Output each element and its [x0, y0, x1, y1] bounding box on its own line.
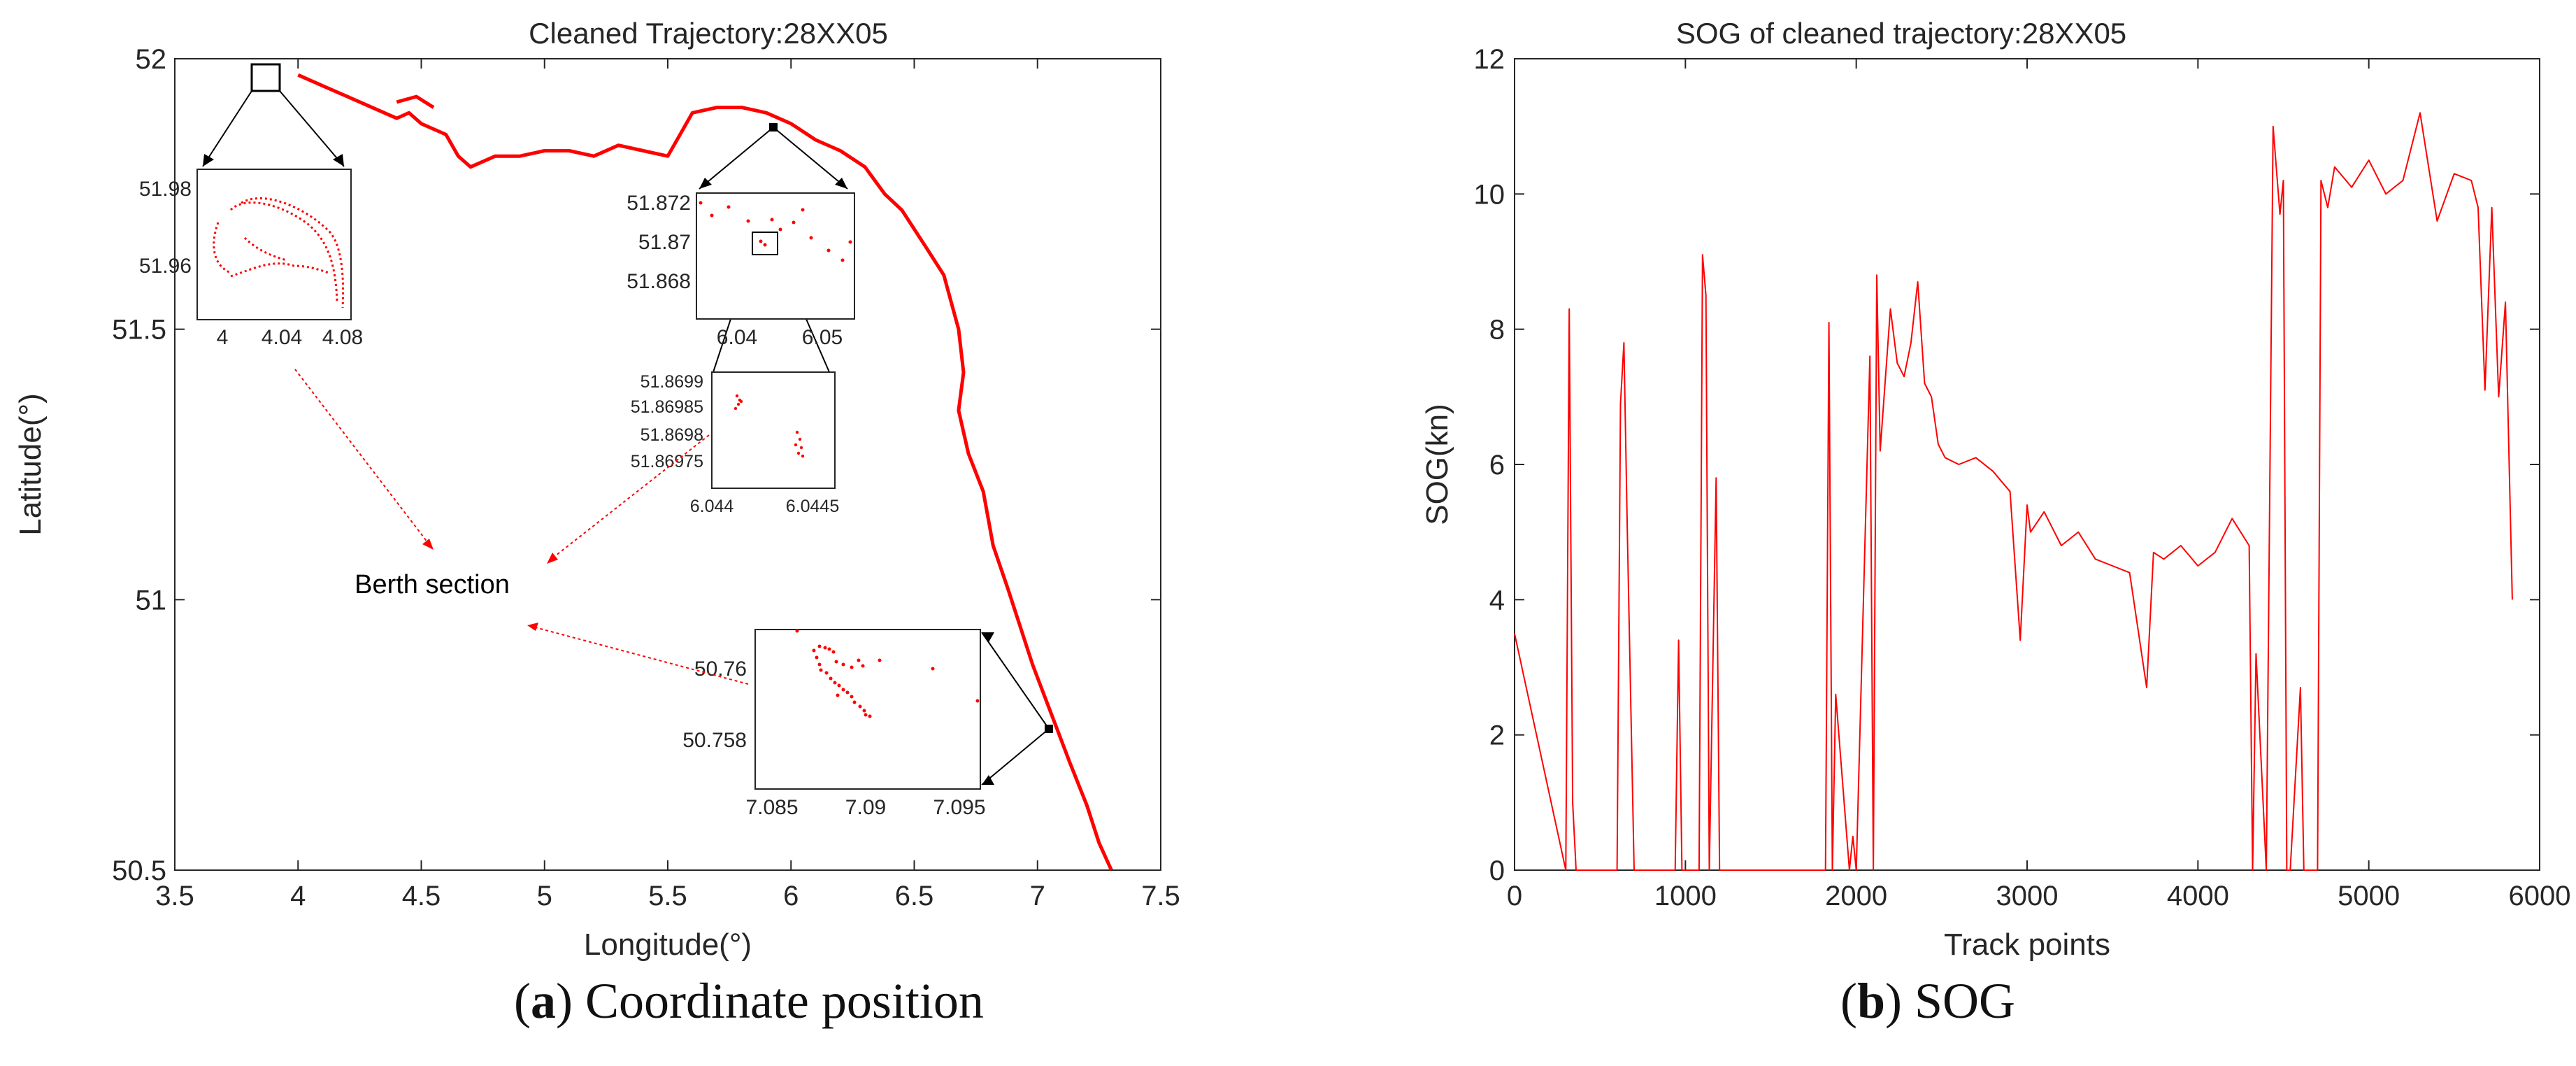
sog-xtick-label: 3000	[1996, 881, 2059, 911]
trajectory-xlabel: Longitude(°)	[584, 928, 752, 962]
inset-berth-zoom-points	[734, 394, 805, 458]
trajectory-xtick-label: 3.5	[155, 881, 194, 911]
inset-nijmegen-ytick: 51.868	[627, 270, 691, 293]
caption-a: (a) Coordinate position	[514, 973, 984, 1029]
trajectory-series-start-segment	[396, 94, 435, 109]
trajectory-xtick-label: 6	[783, 881, 799, 911]
inset-rhine-ytick: 50.758	[682, 729, 747, 752]
inset-rotterdam-xtick: 4.08	[322, 326, 363, 349]
inset-rhine-frame	[754, 629, 981, 790]
sog-plot-frame	[1514, 58, 2540, 871]
sog-chart-title: SOG of cleaned trajectory:28XX05	[1676, 17, 2126, 50]
sog-ytick-label: 2	[1489, 720, 1505, 751]
caption-b-letter: b	[1856, 973, 1886, 1029]
connector-arrowheads	[203, 154, 994, 785]
zoom-box-start	[250, 63, 281, 92]
inset-nijmegen-zoom-box	[752, 232, 778, 255]
inset-rhine-xtick: 7.09	[845, 796, 886, 819]
sog-ytick-label: 4	[1489, 585, 1505, 616]
berth-section-arrows	[294, 369, 749, 685]
inset-nijmegen-ytick: 51.872	[627, 192, 691, 215]
sog-panel: SOG of cleaned trajectory:28XX05 0 1000 20…	[1420, 17, 2570, 962]
trajectory-series-trajectory	[297, 73, 1113, 872]
trajectory-xtick-label: 4.5	[402, 881, 441, 911]
trajectory-ylabel: Latitude(°)	[13, 393, 48, 535]
sog-ylabel: SOG(kn)	[1420, 404, 1454, 525]
trajectory-xtick-label: 6.5	[895, 881, 934, 911]
inset-rotterdam-frame	[196, 169, 352, 320]
inset-berth-zoom-xtick: 6.044	[690, 497, 734, 516]
inset-berth-zoom-frame	[711, 371, 836, 489]
caption-b-text: SOG	[1902, 973, 2016, 1029]
sog-ytick-label: 8	[1489, 315, 1505, 346]
inset-nijmegen: 51.872 51.87 51.868 6.04 6.05	[627, 192, 855, 349]
berth-section-arrowheads	[422, 539, 558, 631]
inset-rotterdam-xtick: 4	[217, 326, 229, 349]
inset-nijmegen-frame	[696, 192, 855, 320]
inset-berth-zoom-ytick: 51.86975	[631, 452, 703, 471]
figure-canvas: Cleaned Trajectory:28XX05 3.5 4 4.5 5 5.5 6 6.…	[13, 17, 2570, 962]
sog-xtick-label: 5000	[2338, 881, 2400, 911]
trajectory-ytick-label: 51.5	[112, 315, 166, 346]
inset-rhine-xtick: 7.085	[745, 796, 798, 819]
inset-rhine: 50.76 50.758 7.085 7.09 7.095	[682, 629, 986, 819]
trajectory-xtick-label: 5	[537, 881, 552, 911]
trajectory-ytick-label: 51	[136, 585, 167, 616]
trajectory-ytick-label: 52	[136, 44, 167, 75]
inset-rotterdam-xtick: 4.04	[262, 326, 302, 349]
inset-nijmegen-xtick: 6.04	[717, 326, 757, 349]
inset-berth-zoom: 51.8699 51.86985 51.8698 51.86975 6.044 …	[631, 371, 839, 516]
sog-xtick-label: 1000	[1654, 881, 1717, 911]
berth-section-label: Berth section	[355, 570, 510, 599]
trajectory-xtick-label: 7	[1030, 881, 1045, 911]
caption-a-text: Coordinate position	[572, 973, 984, 1029]
sog-xtick-label: 6000	[2509, 881, 2571, 911]
sog-xlabel: Track points	[1944, 928, 2110, 962]
inset-rhine-xtick: 7.095	[933, 796, 985, 819]
sog-xtick-label: 0	[1507, 881, 1522, 911]
inset-rotterdam-ytick: 51.98	[139, 178, 192, 201]
sog-ytick-label: 10	[1474, 179, 1505, 210]
inset-berth-zoom-ytick: 51.8699	[641, 372, 703, 392]
inset-berth-zoom-xtick: 6.0445	[786, 497, 839, 516]
inset-rotterdam: 51.98 51.96 4 4.04 4.08	[139, 169, 363, 349]
sog-ytick-label: 6	[1489, 450, 1505, 481]
trajectory-chart-title: Cleaned Trajectory:28XX05	[529, 17, 888, 50]
sog-ytick-label: 0	[1489, 855, 1505, 886]
trajectory-ytick-label: 50.5	[112, 855, 166, 886]
trajectory-panel: Cleaned Trajectory:28XX05 3.5 4 4.5 5 5.5 6 6.…	[13, 17, 1180, 962]
trajectory-xtick-label: 5.5	[648, 881, 687, 911]
inset-rotterdam-ytick: 51.96	[139, 255, 192, 278]
caption-b: (b) SOG	[1840, 973, 2016, 1029]
inset-rhine-points	[795, 629, 980, 718]
inset-nijmegen-xtick: 6.05	[802, 326, 843, 349]
trajectory-xtick-label: 7.5	[1141, 881, 1180, 911]
sog-xtick-label: 2000	[1825, 881, 1887, 911]
inset-berth-zoom-ytick: 51.86985	[631, 397, 703, 417]
inset-rotterdam-trace	[213, 197, 345, 308]
inset-berth-zoom-ytick: 51.8698	[641, 425, 703, 445]
sog-series-SOG	[1514, 112, 2513, 871]
inset-nijmegen-points	[699, 201, 852, 262]
sog-ytick-label: 12	[1474, 44, 1505, 75]
caption-a-letter: a	[530, 973, 556, 1029]
sog-xtick-label: 4000	[2167, 881, 2229, 911]
trajectory-xtick-label: 4	[290, 881, 306, 911]
inset-nijmegen-ytick: 51.87	[638, 231, 691, 254]
